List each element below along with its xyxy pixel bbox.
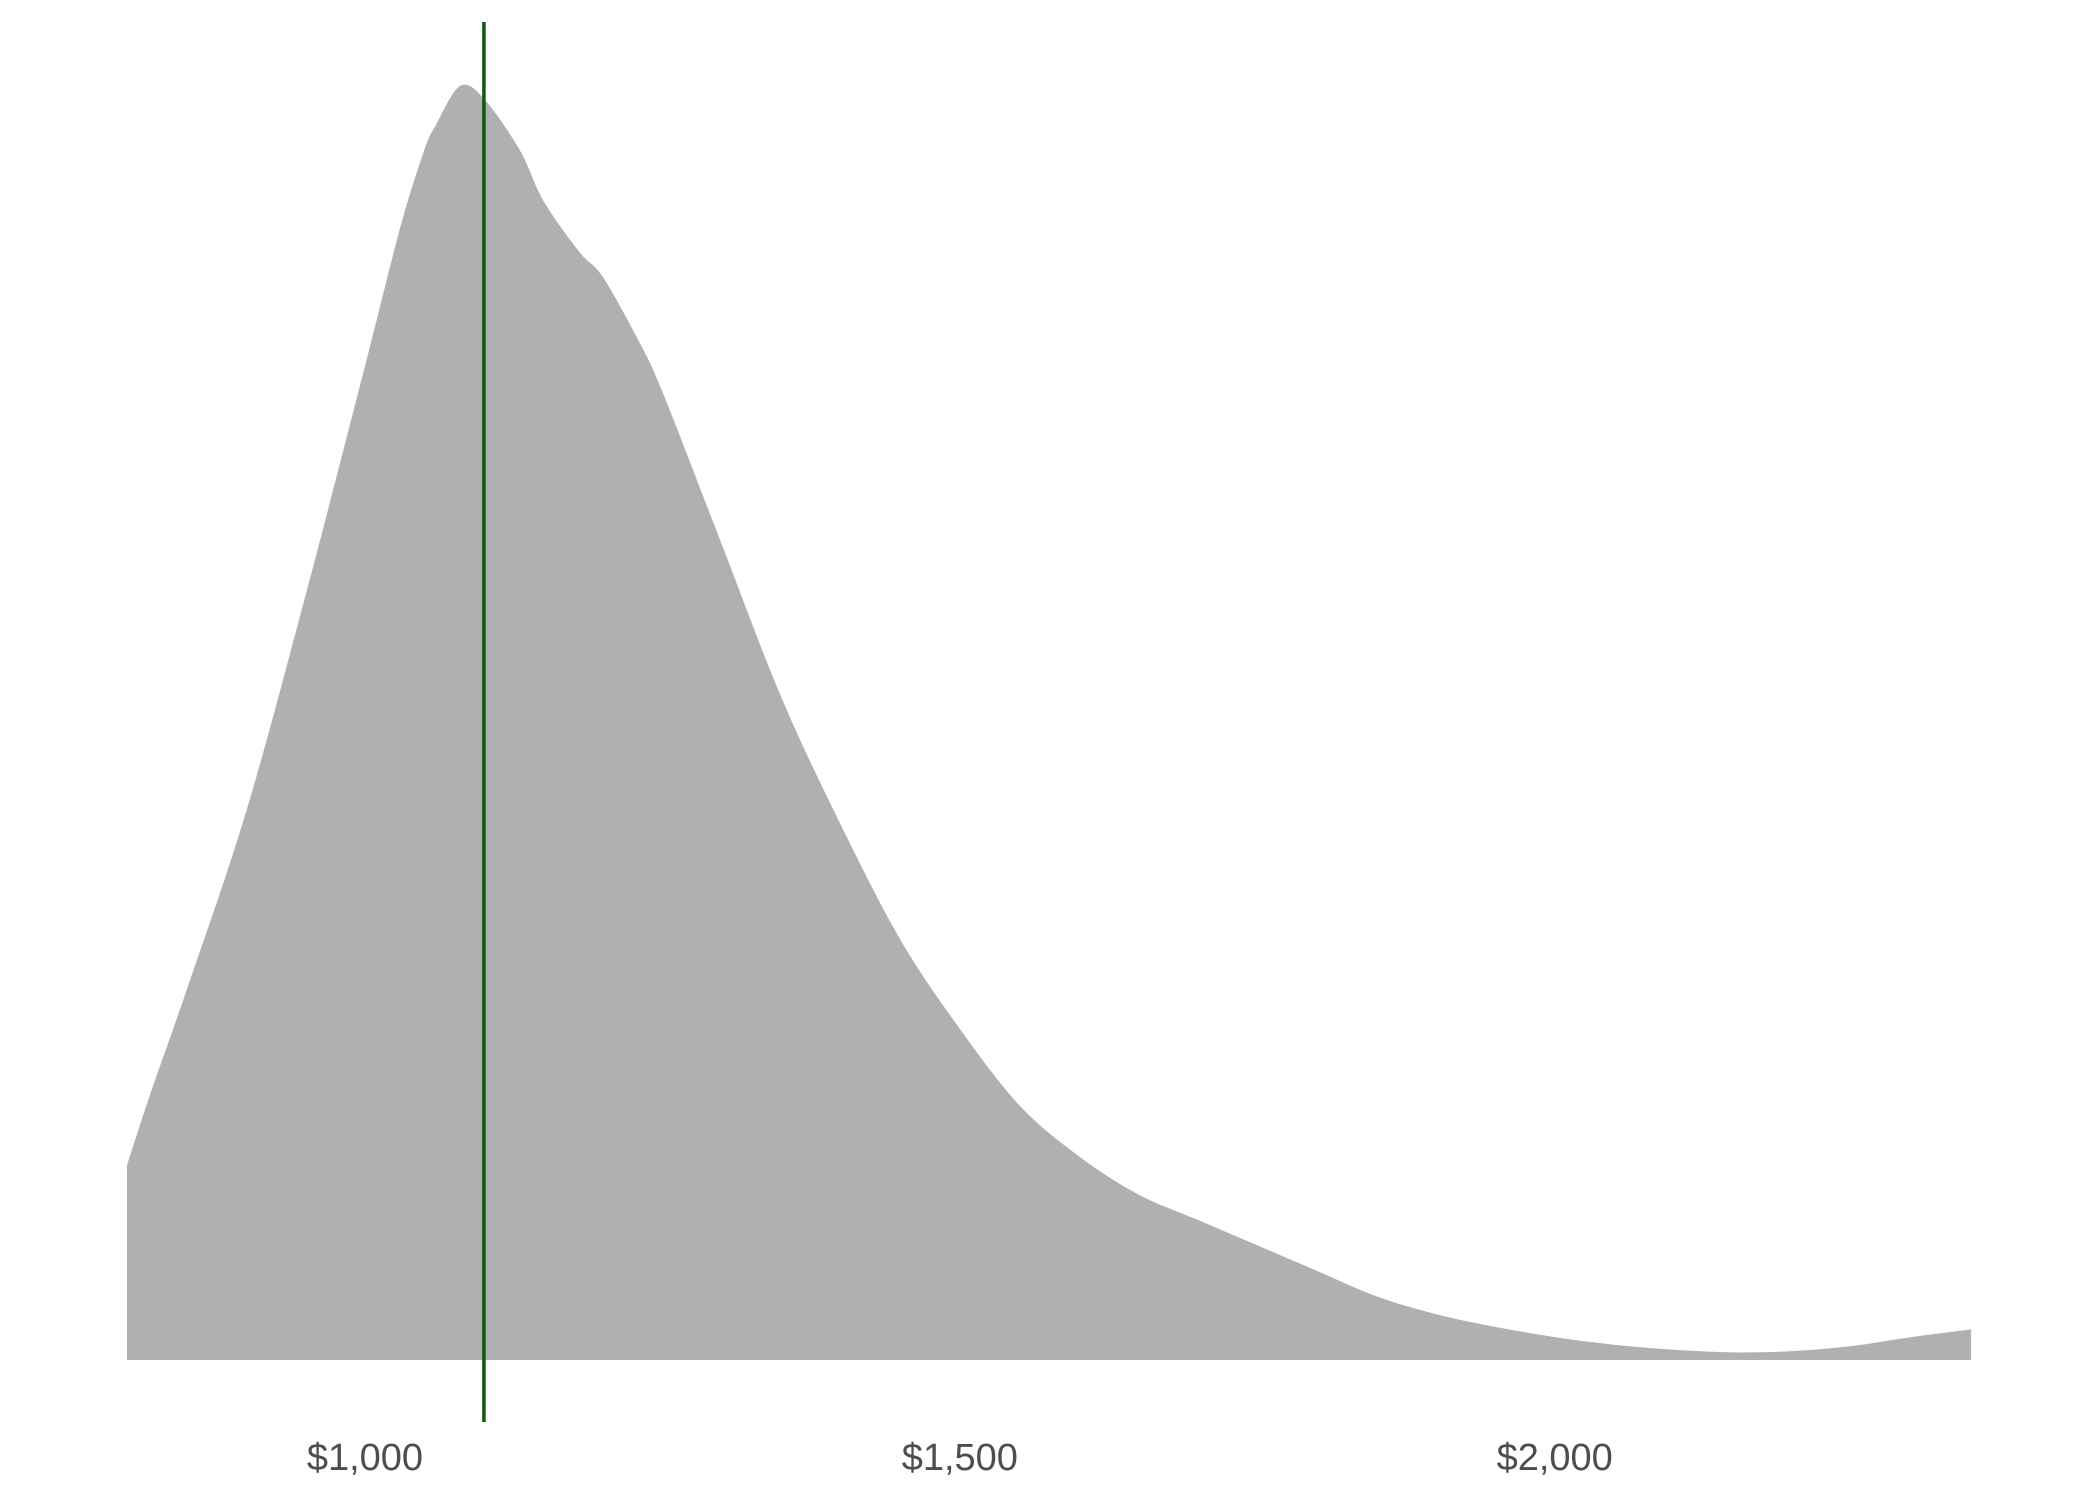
- x-tick-label: $1,000: [307, 1437, 423, 1479]
- density-area: [127, 84, 1972, 1360]
- x-axis-tick-labels: $1,000 $1,500 $2,000: [307, 1437, 1613, 1479]
- x-tick-label: $2,000: [1497, 1437, 1613, 1479]
- x-tick-label: $1,500: [902, 1437, 1018, 1479]
